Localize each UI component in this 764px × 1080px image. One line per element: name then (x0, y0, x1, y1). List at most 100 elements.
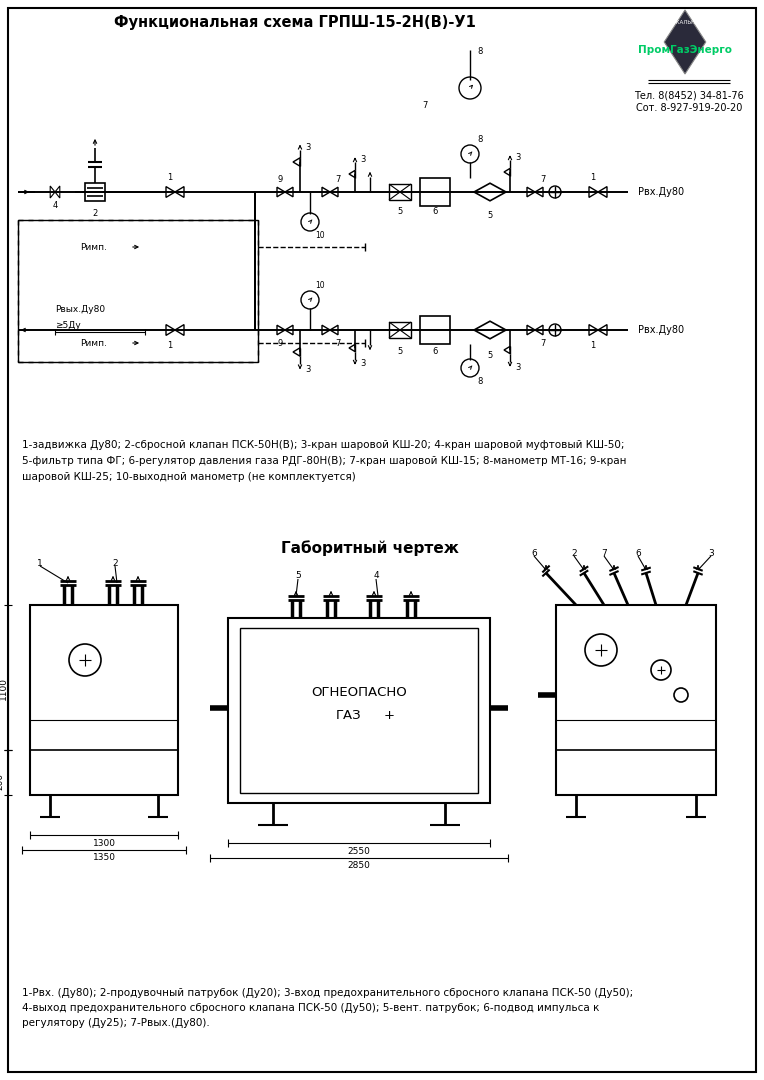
Text: 5: 5 (487, 351, 493, 361)
Text: 3: 3 (306, 365, 311, 375)
Polygon shape (277, 187, 285, 197)
Text: 5: 5 (397, 207, 403, 216)
Text: 3: 3 (361, 360, 366, 368)
Text: 1: 1 (37, 558, 43, 567)
Text: 8: 8 (478, 378, 483, 387)
Polygon shape (589, 187, 598, 198)
Bar (389, 322, 411, 338)
Polygon shape (322, 325, 330, 335)
Polygon shape (322, 187, 330, 197)
Bar (240, 627, 478, 793)
Text: Рвх.Ду80: Рвх.Ду80 (638, 325, 684, 335)
Polygon shape (474, 184, 506, 201)
Text: 1100: 1100 (0, 677, 8, 701)
Polygon shape (474, 321, 506, 339)
Text: 2: 2 (571, 549, 577, 557)
Text: 3: 3 (708, 549, 714, 557)
Bar (30, 605, 178, 795)
Circle shape (674, 688, 688, 702)
Text: 2: 2 (112, 558, 118, 567)
Text: 7: 7 (540, 339, 545, 349)
Circle shape (549, 186, 561, 198)
Circle shape (459, 77, 481, 99)
Text: 7: 7 (422, 100, 428, 109)
Text: 10: 10 (316, 282, 325, 291)
Polygon shape (175, 325, 184, 336)
Text: 5-фильтр типа ФГ; 6-регулятор давления газа РДГ-80Н(В); 7-кран шаровой КШ-15; 8-: 5-фильтр типа ФГ; 6-регулятор давления г… (22, 456, 626, 467)
Polygon shape (285, 187, 293, 197)
Polygon shape (55, 186, 60, 198)
Bar (556, 750, 716, 795)
Text: 5: 5 (487, 212, 493, 220)
Text: 7: 7 (335, 175, 341, 184)
Text: Сот. 8-927-919-20-20: Сот. 8-927-919-20-20 (636, 103, 742, 113)
Text: 7: 7 (601, 549, 607, 557)
Text: Габоритный чертеж: Габоритный чертеж (281, 540, 459, 556)
Circle shape (651, 660, 671, 680)
Polygon shape (277, 325, 285, 335)
Polygon shape (589, 325, 598, 336)
Text: 1300: 1300 (92, 838, 115, 848)
Text: Рвых.Ду80: Рвых.Ду80 (55, 306, 105, 314)
Polygon shape (293, 158, 300, 166)
Text: Тел. 8(8452) 34-81-76: Тел. 8(8452) 34-81-76 (634, 90, 744, 100)
Text: 4: 4 (373, 571, 379, 581)
Text: 2550: 2550 (348, 847, 371, 855)
Text: 6: 6 (635, 549, 641, 557)
Polygon shape (504, 168, 510, 176)
Text: 8: 8 (478, 135, 483, 145)
Text: Римп.: Римп. (80, 243, 107, 252)
Text: 6: 6 (432, 207, 438, 216)
Polygon shape (166, 325, 175, 336)
Text: 5: 5 (295, 571, 301, 581)
Text: ≥5Ду: ≥5Ду (55, 321, 81, 329)
Text: 2: 2 (92, 210, 98, 218)
Text: 3: 3 (515, 363, 521, 372)
Text: шаровой КШ-25; 10-выходной манометр (не комплектуется): шаровой КШ-25; 10-выходной манометр (не … (22, 472, 356, 482)
Polygon shape (527, 187, 535, 197)
Circle shape (69, 644, 101, 676)
Circle shape (301, 291, 319, 309)
Text: 1-Рвх. (Ду80); 2-продувочный патрубок (Ду20); 3-вход предохранительного сбросног: 1-Рвх. (Ду80); 2-продувочный патрубок (Д… (22, 988, 633, 998)
Text: 1-задвижка Ду80; 2-сбросной клапан ПСК-50Н(В); 3-кран шаровой КШ-20; 4-кран шаро: 1-задвижка Ду80; 2-сбросной клапан ПСК-5… (22, 440, 624, 450)
Text: 9: 9 (277, 339, 283, 349)
Polygon shape (293, 348, 300, 356)
Text: 3: 3 (361, 156, 366, 164)
Circle shape (461, 145, 479, 163)
Text: 6: 6 (432, 348, 438, 356)
Text: 7: 7 (335, 339, 341, 349)
Text: 1: 1 (591, 173, 596, 181)
Bar (389, 184, 411, 200)
Polygon shape (535, 325, 543, 335)
Bar (18, 220, 258, 362)
Text: ОГНЕОПАСНО: ОГНЕОПАСНО (311, 686, 407, 699)
Text: 3: 3 (515, 152, 521, 162)
Text: ГАЗ: ГАЗ (336, 708, 362, 723)
Polygon shape (598, 325, 607, 336)
Circle shape (585, 634, 617, 666)
Text: 1: 1 (167, 341, 173, 351)
Text: 1: 1 (591, 341, 596, 351)
Polygon shape (598, 187, 607, 198)
Text: 5: 5 (397, 348, 403, 356)
Bar (556, 605, 716, 795)
Text: 2850: 2850 (348, 862, 371, 870)
Polygon shape (50, 186, 55, 198)
Polygon shape (330, 325, 338, 335)
Text: ПромГазЭнерго: ПромГазЭнерго (638, 45, 732, 55)
Polygon shape (175, 187, 184, 198)
Text: Римп.: Римп. (80, 338, 107, 348)
Text: УНИКАЛЬНЫЙ: УНИКАЛЬНЫЙ (665, 19, 705, 25)
Polygon shape (330, 187, 338, 197)
Text: регулятору (Ду25); 7-Рвых.(Ду80).: регулятору (Ду25); 7-Рвых.(Ду80). (22, 1018, 210, 1028)
Polygon shape (349, 171, 355, 177)
Polygon shape (527, 325, 535, 335)
Text: 200: 200 (0, 773, 5, 791)
Polygon shape (349, 345, 355, 352)
Text: Функциональная схема ГРПШ-15-2Н(В)-У1: Функциональная схема ГРПШ-15-2Н(В)-У1 (114, 14, 476, 29)
Text: 3: 3 (306, 143, 311, 151)
Polygon shape (504, 347, 510, 353)
Polygon shape (664, 10, 706, 75)
Text: 9: 9 (277, 175, 283, 184)
Text: 7: 7 (540, 175, 545, 184)
